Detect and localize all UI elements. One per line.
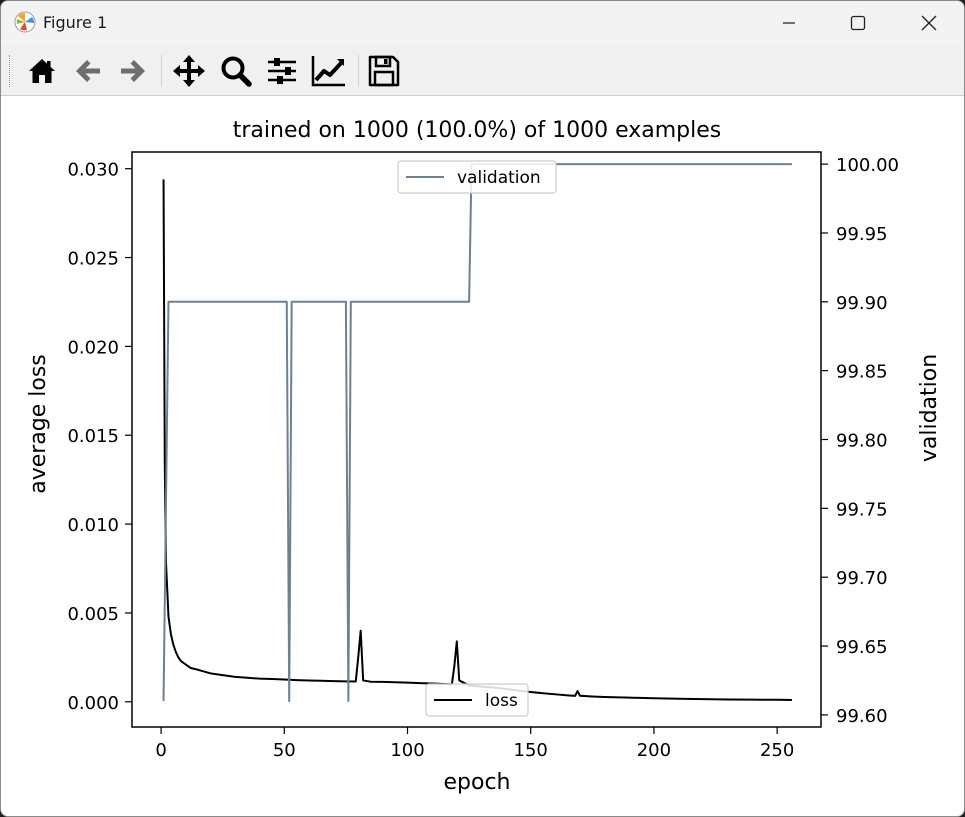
home-icon [29, 59, 55, 83]
y2-tick-label: 99.90 [836, 293, 888, 314]
legend-label-validation: validation [457, 168, 541, 188]
maximize-icon [850, 15, 866, 31]
y2-tick-label: 100.00 [836, 155, 899, 176]
y2-tick-label: 99.80 [836, 431, 888, 452]
line-chart: trained on 1000 (100.0%) of 1000 example… [26, 118, 942, 795]
y-tick-label: 0.030 [67, 160, 119, 181]
edit-axis-icon [311, 56, 345, 87]
x-tick-label: 150 [514, 740, 548, 761]
legend-box [425, 683, 529, 717]
y2-tick-label: 99.60 [836, 706, 888, 727]
chart-title: trained on 1000 (100.0%) of 1000 example… [233, 118, 721, 143]
back-arrow-icon [76, 60, 100, 82]
pan-icon [173, 55, 205, 87]
back-button[interactable] [69, 52, 107, 90]
y-tick-label: 0.025 [67, 249, 119, 270]
y2-tick-label: 99.85 [836, 362, 888, 383]
plot-area [132, 152, 821, 727]
forward-button[interactable] [114, 52, 152, 90]
title-bar[interactable]: Figure 1 [1, 1, 964, 45]
matplotlib-logo-icon [14, 11, 36, 33]
legend-box [397, 160, 557, 194]
figure-canvas[interactable]: trained on 1000 (100.0%) of 1000 example… [1, 96, 964, 816]
save-button[interactable] [365, 52, 403, 90]
y2-tick-label: 99.95 [836, 224, 888, 245]
minimize-icon [783, 22, 795, 24]
x-tick-label: 0 [155, 740, 166, 761]
y2-tick-label: 99.75 [836, 499, 888, 520]
edit-axis-button[interactable] [310, 52, 348, 90]
maximize-button[interactable] [835, 1, 881, 45]
x-tick-label: 100 [390, 740, 424, 761]
forward-arrow-icon [121, 60, 145, 82]
navigation-toolbar [1, 45, 964, 96]
series-line-loss [162, 179, 792, 701]
subplots-icon [268, 58, 296, 84]
x-tick-label: 50 [273, 740, 296, 761]
subplots-button[interactable] [263, 52, 301, 90]
y-tick-label: 0.010 [67, 515, 119, 536]
zoom-button[interactable] [217, 52, 255, 90]
y-tick-label: 0.015 [67, 426, 119, 447]
window-title: Figure 1 [43, 13, 108, 32]
x-tick-label: 250 [760, 740, 794, 761]
y2-axis-label: validation [917, 354, 942, 462]
y-axis-label: average loss [26, 354, 51, 494]
zoom-icon [221, 56, 252, 87]
y-tick-label: 0.020 [67, 337, 119, 358]
toolbar-separator [358, 55, 359, 87]
legend-label-loss: loss [485, 691, 518, 711]
toolbar-separator [161, 55, 162, 87]
x-tick-label: 200 [637, 740, 671, 761]
y-tick-label: 0.000 [67, 693, 119, 714]
minimize-button[interactable] [766, 1, 812, 45]
home-button[interactable] [23, 52, 61, 90]
y-tick-label: 0.005 [67, 604, 119, 625]
close-icon [921, 15, 937, 31]
save-icon [368, 55, 400, 87]
pan-button[interactable] [170, 52, 208, 90]
y2-tick-label: 99.70 [836, 568, 888, 589]
y2-tick-label: 99.65 [836, 637, 888, 658]
toolbar-grip[interactable] [9, 55, 12, 87]
series-line-validation [162, 163, 792, 703]
close-button[interactable] [906, 1, 952, 45]
x-axis-label: epoch [444, 770, 511, 795]
